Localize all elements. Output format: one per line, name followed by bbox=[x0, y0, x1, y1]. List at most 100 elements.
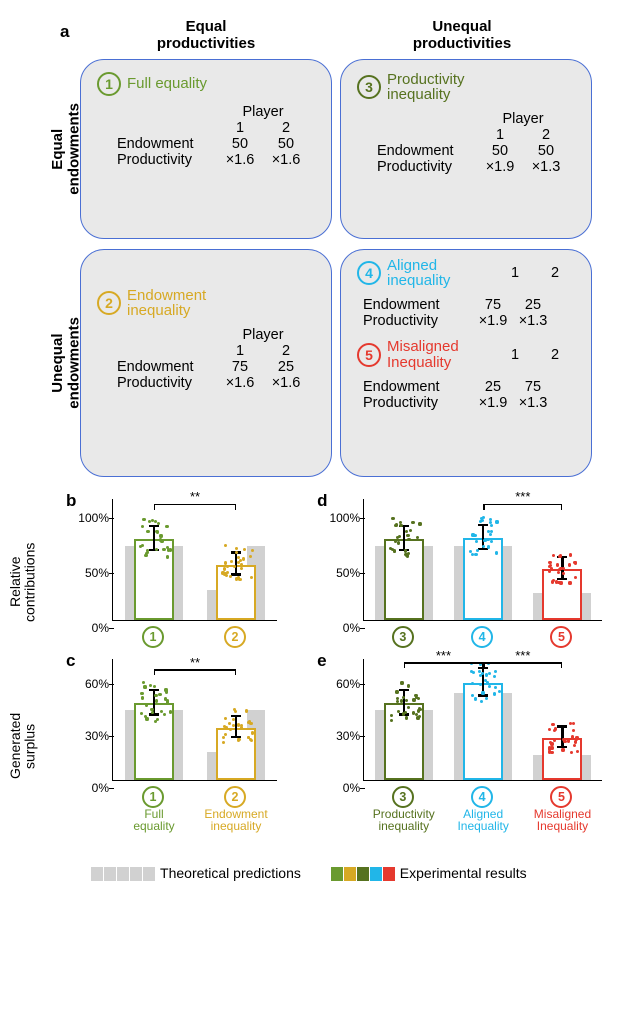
data-point bbox=[159, 534, 162, 537]
data-point bbox=[552, 554, 555, 557]
x-badge-5: 5 bbox=[550, 626, 572, 648]
data-point bbox=[240, 563, 243, 566]
chart-e: e 0%30%60%3Productivity inequality4Align… bbox=[315, 655, 606, 811]
data-point bbox=[157, 522, 160, 525]
chart-c: c 0%30%60%1Full equality2Endowment inequ… bbox=[64, 655, 281, 811]
data-point bbox=[572, 729, 575, 732]
data-point bbox=[405, 699, 408, 702]
value: ×1.9 bbox=[473, 313, 513, 329]
player-label: Player bbox=[477, 111, 569, 127]
x-badge-5: 5 bbox=[550, 786, 572, 808]
data-point bbox=[558, 555, 561, 558]
label-productivity: Productivity bbox=[363, 313, 473, 329]
cond-title-2: Endowment inequality bbox=[127, 288, 206, 320]
data-point bbox=[551, 723, 554, 726]
legend-experimental: Experimental results bbox=[331, 865, 527, 881]
data-point bbox=[245, 709, 248, 712]
data-point bbox=[250, 739, 253, 742]
value: 75 bbox=[217, 359, 263, 375]
value: ×1.6 bbox=[217, 375, 263, 391]
x-badge-4: 4 bbox=[471, 626, 493, 648]
data-point bbox=[550, 742, 553, 745]
data-point bbox=[397, 541, 400, 544]
data-point bbox=[166, 555, 169, 558]
value: ×1.6 bbox=[263, 375, 309, 391]
label-endowment: Endowment bbox=[363, 297, 473, 313]
data-point bbox=[234, 710, 237, 713]
data-point bbox=[411, 521, 414, 524]
data-point bbox=[493, 692, 496, 695]
x-label: Productivity inequality bbox=[373, 808, 435, 833]
cond-badge-1: 1 bbox=[97, 72, 121, 96]
data-point bbox=[567, 739, 570, 742]
cond-title-4: Aligned inequality bbox=[387, 258, 450, 290]
data-point bbox=[482, 545, 485, 548]
data-point bbox=[146, 530, 149, 533]
legend-theory-label: Theoretical predictions bbox=[160, 865, 301, 881]
data-point bbox=[412, 698, 415, 701]
cond-1-table: Player 12 Endowment5050 Productivity×1.6… bbox=[117, 104, 315, 168]
charts-area: Relative contributions Generated surplus… bbox=[12, 495, 606, 811]
condition-box-1: 1 Full equality Player 12 Endowment5050 … bbox=[80, 59, 332, 239]
x-badge-1: 1 bbox=[142, 626, 164, 648]
data-point bbox=[399, 521, 402, 524]
data-point bbox=[158, 693, 161, 696]
data-point bbox=[251, 549, 254, 552]
data-point bbox=[142, 518, 145, 521]
data-point bbox=[493, 675, 496, 678]
data-point bbox=[228, 722, 231, 725]
data-point bbox=[416, 716, 419, 719]
data-point bbox=[481, 672, 484, 675]
data-point bbox=[145, 717, 148, 720]
data-point bbox=[251, 731, 254, 734]
data-point bbox=[155, 699, 158, 702]
chart-d: d 0%50%100%345*** bbox=[315, 495, 606, 651]
data-point bbox=[395, 690, 398, 693]
significance-label: ** bbox=[190, 489, 200, 504]
data-point bbox=[548, 728, 551, 731]
data-point bbox=[474, 697, 477, 700]
panel-letter-a: a bbox=[60, 22, 69, 42]
data-point bbox=[248, 720, 251, 723]
cond-badge-2: 2 bbox=[97, 291, 121, 315]
chart-b: b 0%50%100%12** bbox=[64, 495, 281, 651]
value: ×1.6 bbox=[263, 152, 309, 168]
data-point bbox=[554, 727, 557, 730]
data-point bbox=[488, 672, 491, 675]
ytick: 30% bbox=[69, 729, 109, 743]
data-point bbox=[407, 684, 410, 687]
data-point bbox=[406, 534, 409, 537]
ytick: 100% bbox=[320, 511, 360, 525]
data-point bbox=[481, 691, 484, 694]
data-point bbox=[250, 576, 253, 579]
data-point bbox=[572, 722, 575, 725]
data-point bbox=[165, 690, 168, 693]
data-point bbox=[154, 694, 157, 697]
data-point bbox=[243, 548, 246, 551]
data-point bbox=[143, 685, 146, 688]
ytick: 100% bbox=[69, 511, 109, 525]
ylabel-relative-contributions: Relative contributions bbox=[8, 527, 37, 637]
data-point bbox=[407, 538, 410, 541]
x-label: Misaligned Inequality bbox=[534, 808, 591, 833]
value: ×1.6 bbox=[217, 152, 263, 168]
data-point bbox=[233, 565, 236, 568]
data-point bbox=[235, 551, 238, 554]
cond-3-table: Player 12 Endowment5050 Productivity×1.9… bbox=[377, 111, 575, 175]
panel-a-row-1: Equal endowments 1 Full equality Player … bbox=[50, 59, 606, 239]
ytick: 30% bbox=[320, 729, 360, 743]
cond-title-3: Productivity inequality bbox=[387, 72, 465, 104]
data-point bbox=[472, 671, 475, 674]
col-header-unequal-prod: Unequal productivities bbox=[334, 18, 590, 59]
label-endowment: Endowment bbox=[377, 143, 477, 159]
exp-bar bbox=[463, 683, 503, 780]
x-badge-3: 3 bbox=[392, 626, 414, 648]
value: 25 bbox=[473, 379, 513, 395]
significance-label: *** bbox=[515, 489, 530, 504]
data-point bbox=[556, 563, 559, 566]
row-header-equal-end: Equal endowments bbox=[50, 103, 72, 195]
data-point bbox=[151, 711, 154, 714]
data-point bbox=[474, 553, 477, 556]
value: 75 bbox=[513, 379, 553, 395]
data-point bbox=[409, 529, 412, 532]
